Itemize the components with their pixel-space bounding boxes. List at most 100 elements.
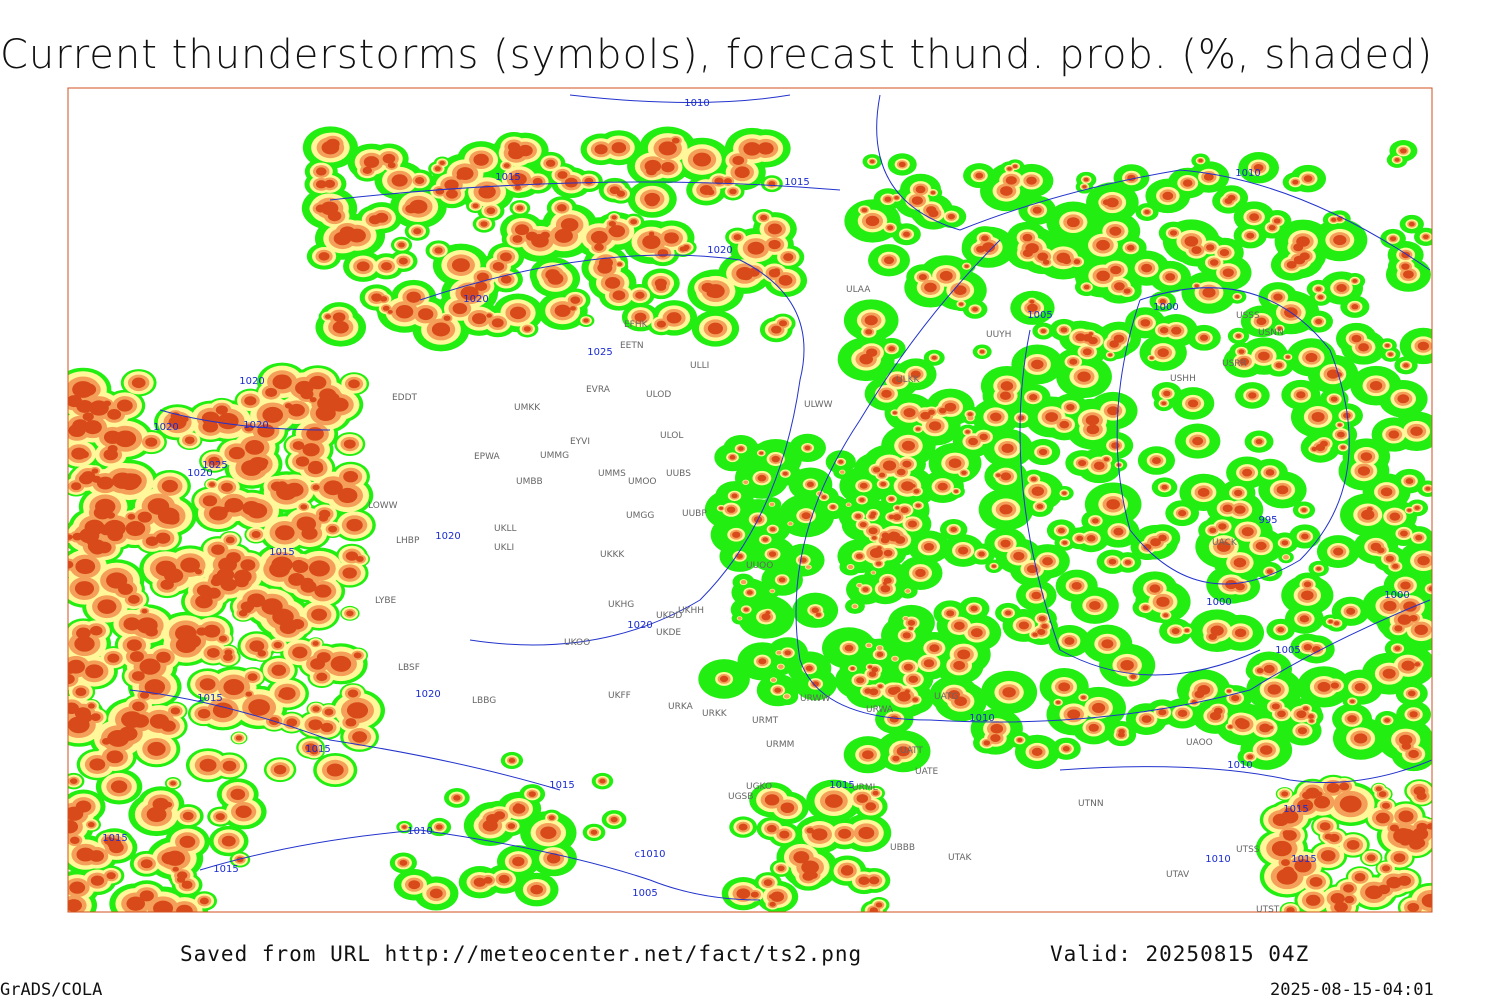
isobars (129, 94, 1432, 901)
shade-blob (889, 715, 899, 723)
shade-blob (783, 694, 790, 699)
shade-blob (218, 635, 228, 642)
shade-blob (1159, 327, 1169, 334)
shade-blob (1242, 468, 1253, 477)
shade-blob (967, 412, 973, 417)
shade-blob (247, 593, 266, 608)
shade-blob (961, 470, 967, 475)
shade-blob (978, 551, 985, 557)
shade-blob (1150, 538, 1161, 547)
shade-blob (155, 560, 177, 577)
shade-blob (1149, 356, 1154, 360)
station-label: EYVI (570, 437, 590, 447)
shade-blob (806, 481, 814, 488)
shade-blob (938, 407, 947, 414)
shade-blob (736, 553, 743, 559)
shade-blob (1235, 334, 1242, 338)
shade-blob (343, 439, 356, 449)
shade-blob (923, 659, 935, 668)
shade-blob (1303, 175, 1313, 182)
shade-blob (75, 687, 87, 697)
source-url: Saved from URL http://meteocenter.net/fa… (180, 942, 862, 966)
shade-blob (1202, 287, 1216, 298)
shade-blob (147, 741, 166, 756)
shade-blob (326, 138, 340, 150)
shade-blob (859, 521, 867, 528)
shade-blob (475, 281, 488, 291)
shade-blob (1382, 865, 1391, 872)
shade-blob (844, 644, 854, 652)
shade-blob (990, 412, 1002, 422)
shade-blob (201, 411, 220, 426)
shade-blob (68, 659, 85, 674)
shade-blob (1308, 714, 1315, 719)
shade-blob (1083, 177, 1089, 182)
shade-blob (939, 270, 953, 281)
shade-blob (1320, 850, 1336, 862)
isobar-label: 1015 (784, 177, 809, 188)
station-label: URKA (668, 702, 694, 712)
shade-blob (608, 221, 616, 227)
shade-blob (320, 722, 334, 733)
shade-blob (944, 402, 957, 412)
shade-blob (855, 553, 863, 559)
shade-blob (729, 188, 737, 195)
shade-blob (1037, 252, 1049, 261)
shade-blob (1357, 466, 1371, 476)
shade-blob (719, 675, 729, 683)
shade-blob (968, 437, 978, 446)
station-label: UUOO (746, 561, 773, 571)
shade-blob (1414, 662, 1421, 667)
shade-blob (1141, 263, 1153, 273)
shade-blob (599, 778, 606, 784)
shade-blob (1165, 273, 1176, 281)
isobar-label: 1020 (463, 294, 488, 305)
shade-blob (1142, 605, 1149, 611)
shade-blob (911, 196, 923, 205)
shade-blob (1066, 217, 1080, 228)
shade-blob (1210, 625, 1224, 636)
shade-blob (976, 245, 986, 253)
shade-blob (767, 223, 782, 235)
shade-blob (337, 487, 358, 504)
shade-blob (319, 509, 331, 519)
shade-blob (301, 577, 314, 588)
station-label: UTAV (1166, 870, 1190, 880)
station-label: UKOO (564, 638, 590, 648)
shade-blob (895, 506, 900, 510)
shade-blob (371, 293, 383, 302)
shade-blob (902, 460, 912, 468)
title: Current thunderstorms (symbols), forecas… (0, 32, 1433, 78)
shade-blob (74, 581, 95, 596)
shade-blob (1255, 438, 1263, 445)
shade-blob (530, 884, 543, 895)
valid-time: Valid: 20250815 04Z (1050, 942, 1309, 966)
shade-blob (71, 482, 82, 491)
station-label: UTAK (948, 853, 973, 863)
shade-blob (1388, 430, 1400, 439)
shade-blob (726, 506, 736, 513)
shade-blob (1315, 286, 1322, 292)
shade-blob (1226, 689, 1232, 693)
shade-blob (1038, 615, 1046, 622)
station-label: URML (852, 783, 878, 793)
shade-blob (512, 856, 525, 867)
shade-blob (346, 518, 363, 532)
shade-blob (733, 234, 742, 241)
shade-blob (312, 706, 320, 712)
shade-blob (970, 605, 978, 612)
shade-blob (131, 671, 145, 681)
shade-blob (583, 318, 589, 323)
shade-blob (1169, 230, 1178, 236)
shade-blob (1347, 715, 1357, 723)
shade-blob (1057, 527, 1065, 534)
shade-blob (1294, 859, 1312, 873)
shade-blob (1219, 249, 1230, 257)
shade-blob (443, 315, 451, 321)
shade-blob (107, 445, 118, 453)
shade-blob (320, 201, 339, 216)
shade-blob (439, 160, 445, 166)
shade-blob (89, 400, 109, 416)
shade-blob (1082, 185, 1087, 189)
shade-blob (1013, 551, 1025, 561)
